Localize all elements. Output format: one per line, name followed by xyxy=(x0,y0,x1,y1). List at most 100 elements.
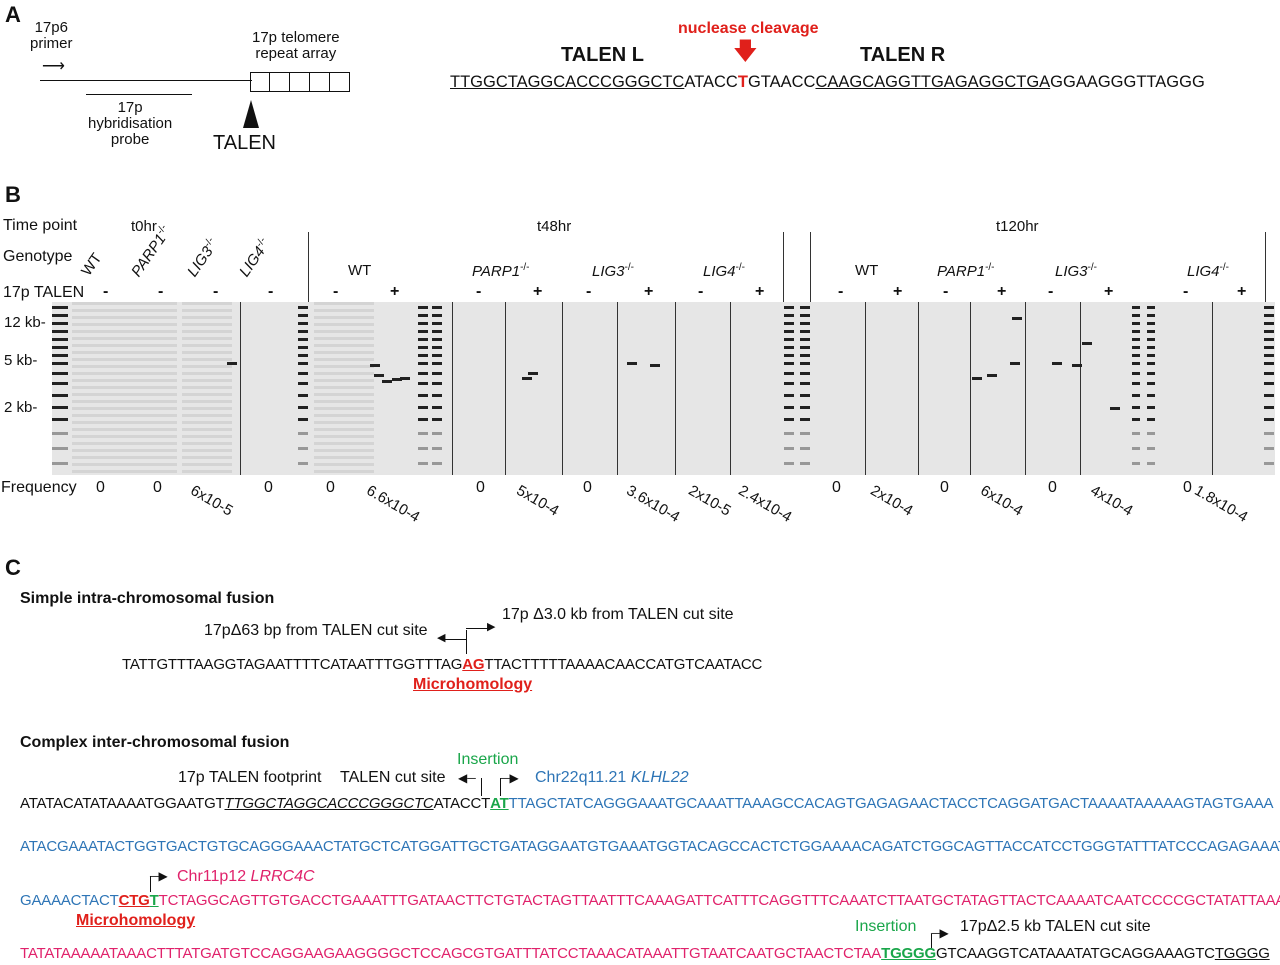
ladder-band xyxy=(1132,372,1140,375)
lane-divider xyxy=(970,302,971,475)
chromosome-line xyxy=(40,80,252,81)
ladder-band xyxy=(1147,418,1155,421)
dna-band xyxy=(528,372,538,375)
genotype-name: LIG3 xyxy=(1055,263,1088,280)
ladder-band xyxy=(1264,432,1274,435)
ladder-band xyxy=(800,306,810,309)
ladder-band xyxy=(1132,330,1140,333)
ladder-band xyxy=(800,338,810,341)
dna-band xyxy=(374,374,384,377)
ladder-band xyxy=(52,418,68,421)
frequency-value: 6x10-5 xyxy=(187,482,236,520)
ladder-band xyxy=(800,362,810,365)
ladder-band xyxy=(52,362,68,365)
cleavage-arrow-icon: 🡇 xyxy=(733,38,758,65)
genotype-name: LIG4 xyxy=(1187,263,1220,280)
ladder-band xyxy=(800,322,810,325)
ladder-band xyxy=(1264,314,1274,317)
talen-plus: + xyxy=(755,283,765,300)
ladder-band xyxy=(1264,322,1274,325)
ladder-band xyxy=(1147,432,1155,435)
lane-divider xyxy=(617,302,618,475)
frequency-value: 2.4x10-4 xyxy=(735,482,795,526)
genotype-label: LIG4-/- xyxy=(703,262,745,280)
dna-band xyxy=(522,377,532,380)
complex-seq-line-2: ATACGAAATACTGGTGACTGTGCAGGGAAACTATGCTCAT… xyxy=(20,838,1280,855)
frequency-value: 0 xyxy=(1183,479,1192,496)
talen-l-site: TTGGCTAGGCACCCGGGCTC xyxy=(450,73,685,91)
talen-minus: - xyxy=(1048,283,1054,300)
ladder-band xyxy=(52,346,68,349)
ladder-band xyxy=(1132,362,1140,365)
genotype-superscript: -/- xyxy=(985,262,995,273)
southern-blot-gel xyxy=(52,302,1275,475)
frequency-value: 1.8x10-4 xyxy=(1191,482,1251,526)
lane-divider xyxy=(240,302,241,475)
timepoint-divider xyxy=(1265,232,1266,302)
ladder-band xyxy=(52,394,68,397)
lane-divider xyxy=(865,302,866,475)
ladder-band xyxy=(1264,362,1274,365)
right-arrow-icon: ─▶ xyxy=(931,926,949,940)
microhomology-bases: AG xyxy=(462,656,485,673)
ladder-band xyxy=(1132,354,1140,357)
timepoint-divider xyxy=(783,232,784,302)
complex-seq-line-4: TATATAAAAATAAACTTTATGATGTCCAGGAAGAAGGGGC… xyxy=(20,945,1270,962)
ladder-band xyxy=(418,362,428,365)
left-arrow-icon: ◀ xyxy=(437,632,446,644)
talen-minus: - xyxy=(943,283,949,300)
talen-l-label: TALEN L xyxy=(561,44,644,66)
ladder-band xyxy=(1147,462,1155,465)
talen-footprint-seq: TTGGCTAGGCACCCGGGCTC xyxy=(224,795,434,812)
junction-line xyxy=(444,639,466,640)
dna-band xyxy=(1072,364,1082,367)
complex-seq-line-1: ATATACATATAAAATGGAATGTTTGGCTAGGCACCCGGGC… xyxy=(20,795,1274,812)
genotype-label-t0: WT xyxy=(78,250,105,279)
ladder-band xyxy=(298,382,308,385)
microhomology-label-2: Microhomology xyxy=(76,912,196,929)
genotype-name: WT xyxy=(348,262,372,279)
talen-target-sequence: TTGGCTAGGCACCCGGGCTCATACCTGTAACCCAAGCAGG… xyxy=(450,73,1205,92)
talen-plus: + xyxy=(644,283,654,300)
talen-minus: - xyxy=(838,283,844,300)
frequency-value: 2x10-4 xyxy=(867,482,916,520)
talen-minus: - xyxy=(333,283,339,300)
timepoint-t0: t0hr xyxy=(131,218,157,235)
ladder-band xyxy=(784,462,794,465)
ladder-band xyxy=(800,447,810,450)
ladder-band xyxy=(1132,418,1140,421)
ladder-band xyxy=(52,338,68,341)
genotype-name: LIG3 xyxy=(592,263,625,280)
ladder-band xyxy=(1132,314,1140,317)
lane-divider xyxy=(562,302,563,475)
ladder-band xyxy=(52,306,68,309)
genotype-name: LIG3 xyxy=(184,243,217,280)
dna-band xyxy=(1082,342,1092,345)
ladder-band xyxy=(418,447,428,450)
seq-segment: ATATACATATAAAATGGAATGT xyxy=(20,795,225,812)
ladder-band xyxy=(432,462,442,465)
ladder-band xyxy=(784,418,794,421)
chr11-seq: TATATAAAAATAAACTTTATGATGTCCAGGAAGAAGGGGC… xyxy=(20,945,882,962)
ladder-band xyxy=(784,382,794,385)
ladder-band xyxy=(1264,346,1274,349)
smear-lane xyxy=(314,302,374,475)
chr22-label: Chr22q11.21 KLHL22 xyxy=(535,769,689,787)
ladder-band xyxy=(1147,330,1155,333)
ladder-band xyxy=(298,314,308,317)
talen-minus: - xyxy=(103,283,109,300)
spacer: ATACC xyxy=(684,73,738,91)
dna-band xyxy=(227,362,237,365)
smear-lane xyxy=(127,302,177,475)
genotype-label: LIG4-/- xyxy=(1187,262,1229,280)
timepoint-divider xyxy=(308,232,309,302)
genotype-superscript: -/- xyxy=(1087,262,1097,273)
dna-band xyxy=(987,374,997,377)
frequency-value: 5x10-4 xyxy=(513,482,562,520)
spacer: GTAACC xyxy=(747,73,816,91)
ladder-band xyxy=(432,306,442,309)
ladder-band xyxy=(418,330,428,333)
frequency-value: 0 xyxy=(153,479,162,496)
ladder-band xyxy=(800,372,810,375)
ladder-band xyxy=(418,314,428,317)
